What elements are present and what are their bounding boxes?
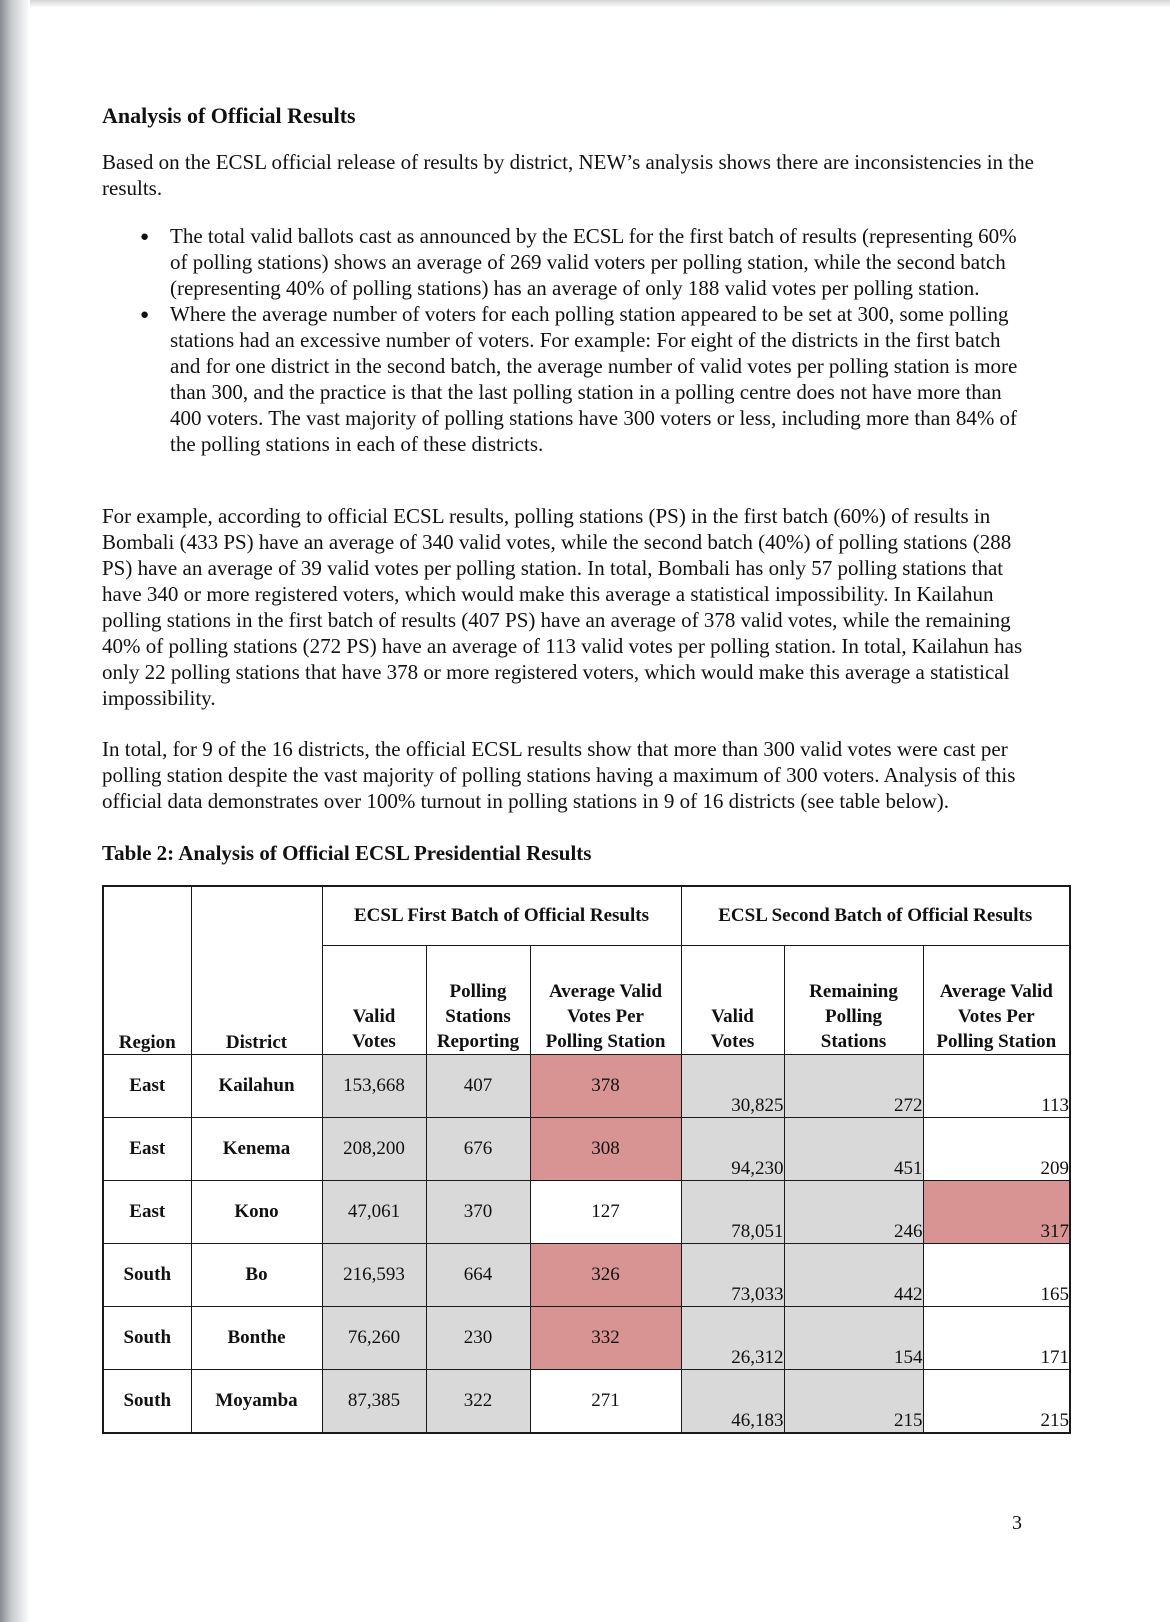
cell-b1-average: 332: [529, 1306, 682, 1370]
cell-b2-average: 171: [922, 1306, 1071, 1370]
table-row: East Kenema 208,200 676 308 94,230 451 209: [102, 1117, 1071, 1181]
bullet-icon: ●: [140, 307, 150, 323]
cell-b1-stations: 322: [425, 1369, 531, 1434]
cell-b1-stations: 407: [425, 1054, 531, 1118]
cell-district: Kono: [190, 1180, 323, 1244]
cell-b1-valid: 76,260: [321, 1306, 427, 1370]
cell-b1-average: 326: [529, 1243, 682, 1307]
cell-b1-average: 127: [529, 1180, 682, 1244]
cell-b2-valid: 26,312: [680, 1306, 785, 1370]
bullet-text-1: The total valid ballots cast as announce…: [170, 224, 1017, 300]
page-title: Analysis of Official Results: [102, 103, 356, 128]
cell-region: East: [102, 1054, 192, 1118]
header-b2-valid-votes: Valid Votes: [680, 945, 785, 1055]
cell-region: South: [102, 1369, 192, 1434]
cell-b2-valid: 30,825: [680, 1054, 785, 1118]
cell-b1-valid: 153,668: [321, 1054, 427, 1118]
cell-b1-valid: 87,385: [321, 1369, 427, 1434]
scan-edge-top: [0, 0, 1170, 8]
cell-b2-valid: 94,230: [680, 1117, 785, 1181]
cell-district: Kenema: [190, 1117, 323, 1181]
table-row: South Bonthe 76,260 230 332 26,312 154 171: [102, 1306, 1071, 1370]
header-b1-polling-stations: Polling Stations Reporting: [425, 945, 531, 1055]
summary-paragraph: In total, for 9 of the 16 districts, the…: [102, 737, 1016, 813]
bullet-list: ● The total valid ballots cast as announ…: [102, 223, 1072, 457]
cell-district: Kailahun: [190, 1054, 323, 1118]
cell-district: Moyamba: [190, 1369, 323, 1434]
cell-b2-valid: 73,033: [680, 1243, 785, 1307]
header-first-batch: ECSL First Batch of Official Results: [321, 885, 682, 946]
header-region: Region: [102, 885, 192, 1055]
cell-b2-valid: 78,051: [680, 1180, 785, 1244]
table-header: Region District ECSL First Batch of Offi…: [102, 885, 1071, 1055]
table-row: South Bo 216,593 664 326 73,033 442 165: [102, 1243, 1071, 1307]
cell-region: East: [102, 1117, 192, 1181]
cell-b2-average: 317: [922, 1180, 1071, 1244]
cell-b1-stations: 370: [425, 1180, 531, 1244]
cell-b1-stations: 676: [425, 1117, 531, 1181]
cell-b2-stations: 451: [783, 1117, 924, 1181]
cell-region: South: [102, 1306, 192, 1370]
cell-b1-valid: 47,061: [321, 1180, 427, 1244]
cell-b2-average: 113: [922, 1054, 1071, 1118]
table-row: East Kono 47,061 370 127 78,051 246 317: [102, 1180, 1071, 1244]
bullet-text-2: Where the average number of voters for e…: [170, 302, 1018, 456]
list-item: ● The total valid ballots cast as announ…: [140, 223, 1072, 301]
scan-edge-left: [0, 0, 30, 1622]
cell-b2-stations: 215: [783, 1369, 924, 1434]
cell-b2-stations: 246: [783, 1180, 924, 1244]
cell-b2-average: 165: [922, 1243, 1071, 1307]
table-caption: Table 2: Analysis of Official ECSL Presi…: [102, 841, 592, 865]
cell-b2-valid: 46,183: [680, 1369, 785, 1434]
header-district: District: [190, 885, 323, 1055]
cell-b1-average: 271: [529, 1369, 682, 1434]
table-row: East Kailahun 153,668 407 378 30,825 272 113: [102, 1054, 1071, 1118]
header-b2-average: Average Valid Votes Per Polling Station: [922, 945, 1071, 1055]
cell-b1-stations: 664: [425, 1243, 531, 1307]
cell-district: Bo: [190, 1243, 323, 1307]
table-body: East Kailahun 153,668 407 378 30,825 272 113 Eas…: [102, 1054, 1071, 1434]
example-paragraph: For example, according to official ECSL …: [102, 504, 1023, 710]
cell-b1-stations: 230: [425, 1306, 531, 1370]
list-item: ● Where the average number of voters for…: [140, 301, 1072, 457]
bullet-icon: ●: [140, 229, 150, 245]
cell-b2-average: 209: [922, 1117, 1071, 1181]
header-b1-average: Average Valid Votes Per Polling Station: [529, 945, 682, 1055]
cell-b1-average: 378: [529, 1054, 682, 1118]
results-table: Region District ECSL First Batch of Offi…: [102, 885, 1072, 1434]
table-row: South Moyamba 87,385 322 271 46,183 215 215: [102, 1369, 1071, 1434]
header-b2-remaining-stations: Remaining Polling Stations: [783, 945, 924, 1055]
page-number: 3: [1012, 1512, 1022, 1534]
cell-region: East: [102, 1180, 192, 1244]
cell-b1-valid: 208,200: [321, 1117, 427, 1181]
cell-b2-stations: 154: [783, 1306, 924, 1370]
cell-b2-stations: 442: [783, 1243, 924, 1307]
cell-b1-average: 308: [529, 1117, 682, 1181]
header-b1-valid-votes: Valid Votes: [321, 945, 427, 1055]
page-content: Analysis of Official Results Based on th…: [102, 103, 1072, 1434]
intro-paragraph: Based on the ECSL official release of re…: [102, 150, 1034, 200]
cell-b2-average: 215: [922, 1369, 1071, 1434]
cell-district: Bonthe: [190, 1306, 323, 1370]
cell-b1-valid: 216,593: [321, 1243, 427, 1307]
cell-b2-stations: 272: [783, 1054, 924, 1118]
header-second-batch: ECSL Second Batch of Official Results: [680, 885, 1071, 946]
cell-region: South: [102, 1243, 192, 1307]
